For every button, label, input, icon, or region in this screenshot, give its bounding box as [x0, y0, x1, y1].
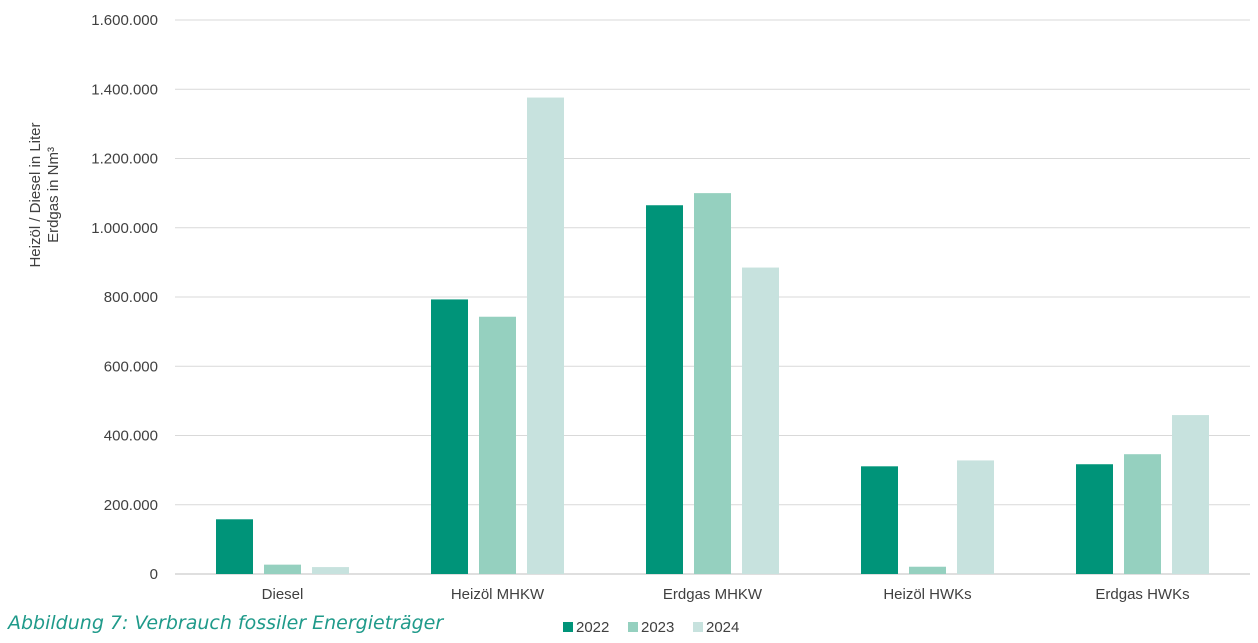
y-axis-label: Heizöl / Diesel in Liter Erdgas in Nm³ [27, 122, 62, 267]
legend-swatch-2022 [563, 622, 573, 632]
y-tick-label: 0 [150, 566, 158, 583]
legend-label-2023: 2023 [641, 619, 674, 636]
bar-2023-0 [264, 564, 301, 574]
bar-2024-4 [1172, 415, 1209, 574]
y-tick-label: 600.000 [104, 358, 158, 375]
x-category-label: Heizöl HWKs [883, 586, 971, 603]
bar-2023-4 [1124, 454, 1161, 574]
legend-swatch-2023 [628, 622, 638, 632]
y-tick-label: 800.000 [104, 289, 158, 306]
x-category-label: Diesel [262, 586, 304, 603]
bar-2022-3 [861, 466, 898, 574]
bar-2024-3 [957, 460, 994, 574]
y-tick-label: 1.600.000 [91, 12, 158, 29]
bar-2023-2 [694, 193, 731, 574]
bar-2024-2 [742, 267, 779, 574]
legend-label-2024: 2024 [706, 619, 739, 636]
x-category-label: Erdgas HWKs [1095, 586, 1189, 603]
bar-2023-3 [909, 566, 946, 574]
y-tick-label: 400.000 [104, 428, 158, 445]
y-axis-tick-labels: 0 200.000 400.000 600.000 800.000 1.000.000 1.… [91, 12, 158, 583]
y-tick-label: 1.200.000 [91, 151, 158, 168]
bar-2022-1 [431, 299, 468, 574]
bar-2024-0 [312, 567, 349, 574]
bar-2023-1 [479, 316, 516, 574]
y-tick-label: 1.400.000 [91, 81, 158, 98]
legend: 2022 2023 2024 [563, 619, 739, 636]
y-tick-label: 200.000 [104, 497, 158, 514]
bar-2022-4 [1076, 464, 1113, 574]
bar-2024-1 [527, 97, 564, 574]
y-axis-label-line-2: Erdgas in Nm³ [45, 147, 62, 243]
y-tick-label: 1.000.000 [91, 220, 158, 237]
figure-caption: Abbildung 7: Verbrauch fossiler Energiet… [8, 612, 444, 634]
y-axis-label-line-1: Heizöl / Diesel in Liter [27, 122, 44, 267]
x-category-label: Heizöl MHKW [451, 586, 545, 603]
bar-2022-2 [646, 205, 683, 574]
legend-label-2022: 2022 [576, 619, 609, 636]
legend-swatch-2024 [693, 622, 703, 632]
bar-2022-0 [216, 519, 253, 574]
bars [216, 97, 1209, 574]
x-axis-category-labels: Diesel Heizöl MHKW Erdgas MHKW Heizöl HWKs E… [262, 586, 1190, 603]
x-category-label: Erdgas MHKW [663, 586, 763, 603]
